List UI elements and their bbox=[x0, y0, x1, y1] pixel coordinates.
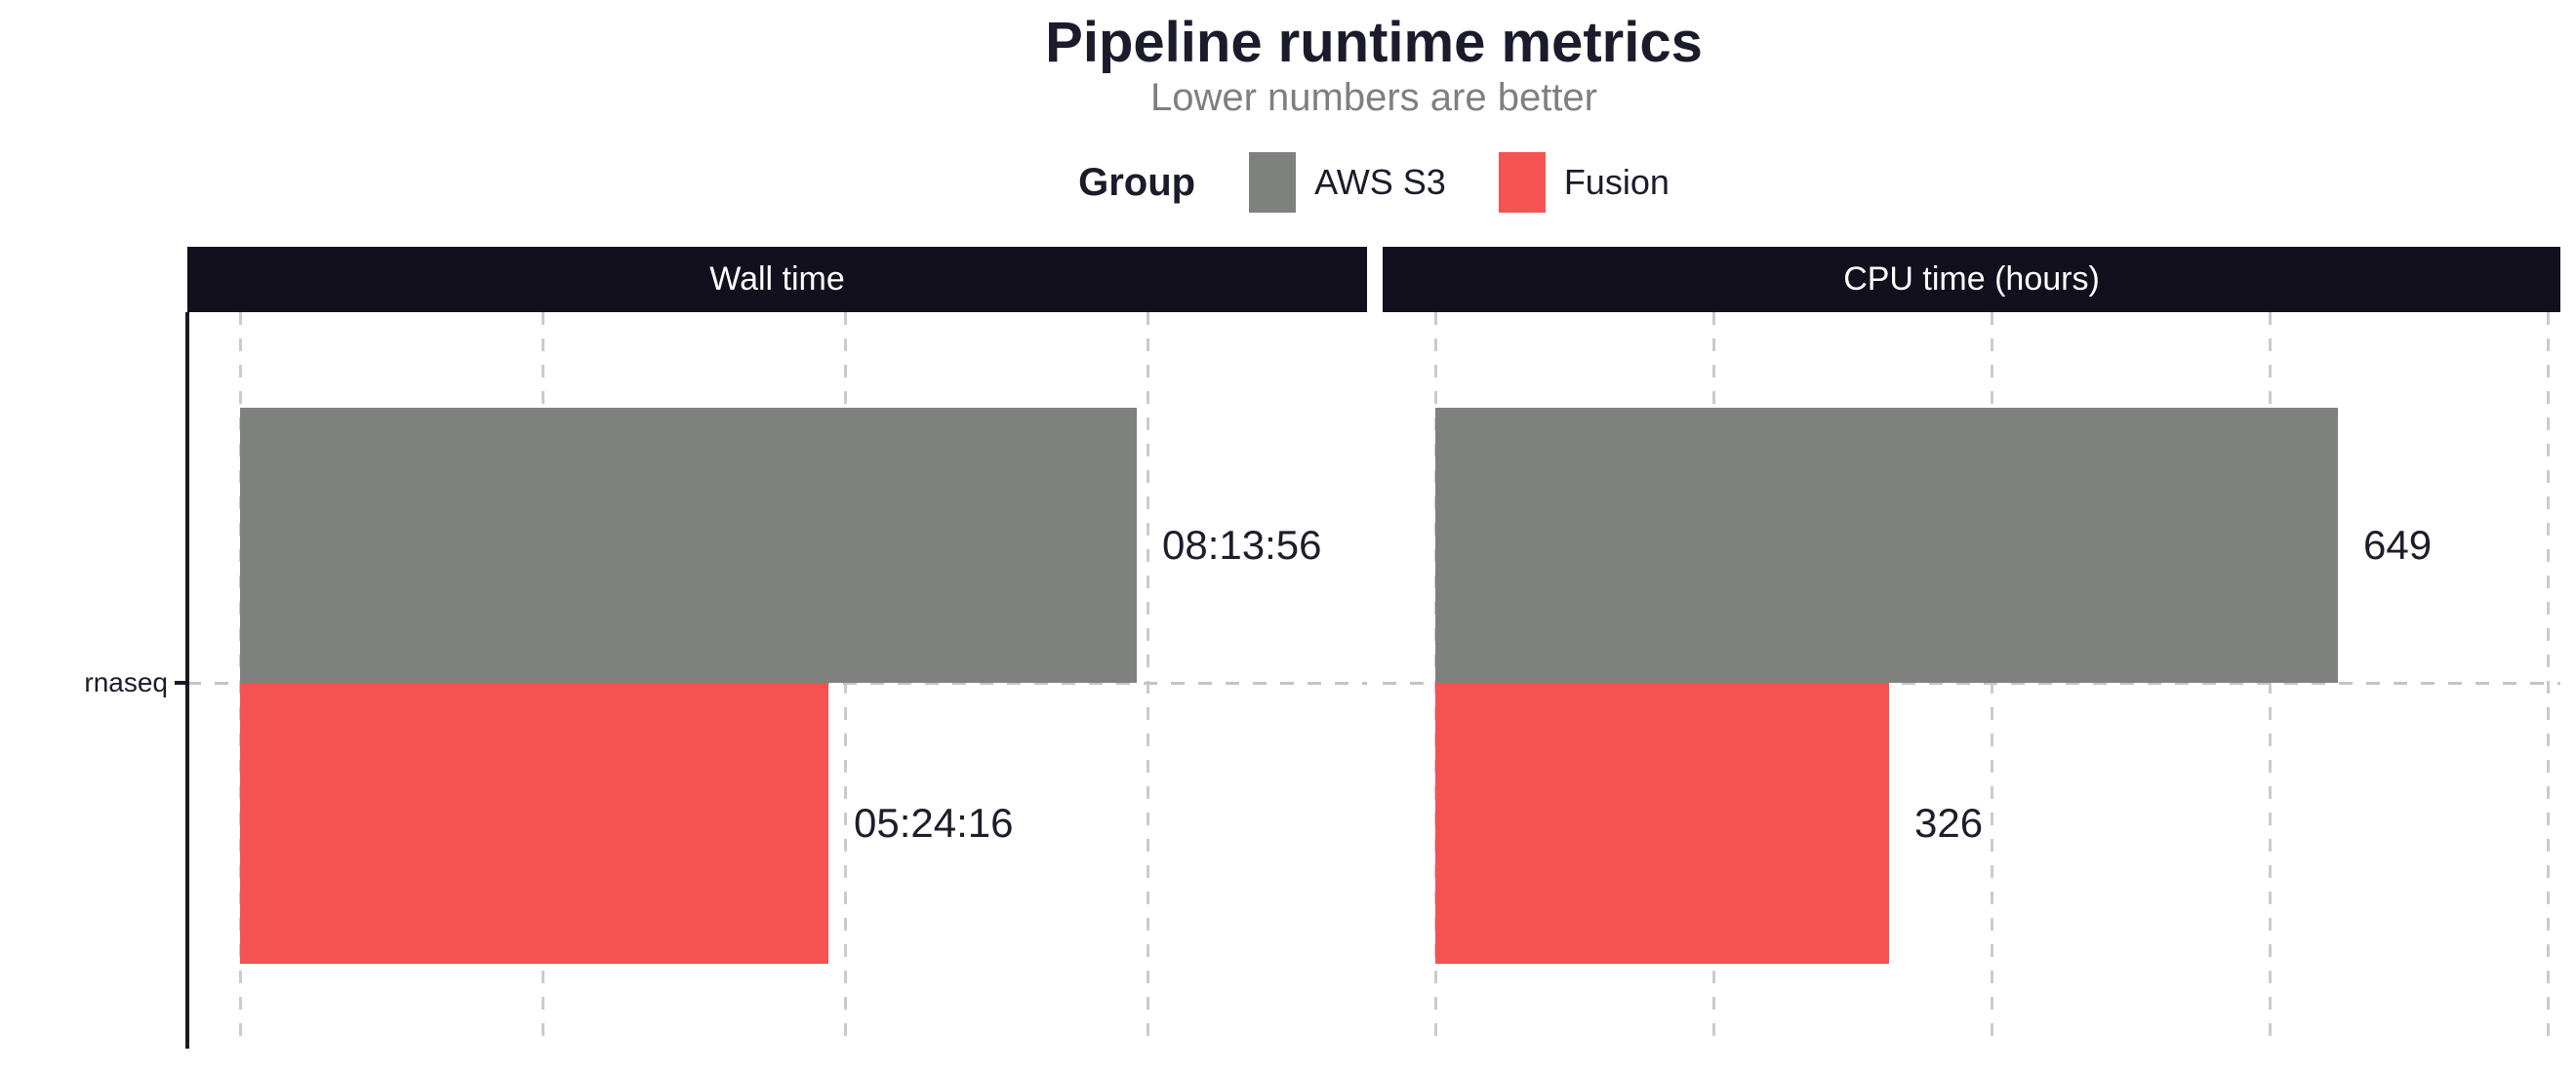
y-axis-line bbox=[185, 312, 189, 1049]
bar-fusion bbox=[1435, 683, 1889, 964]
y-axis-category-label: rnaseq bbox=[84, 667, 168, 697]
legend-title: Group bbox=[1078, 160, 1196, 204]
bar-aws-s3 bbox=[240, 408, 1137, 683]
legend-entry-fusion: Fusion bbox=[1498, 152, 1670, 213]
facet-header-cpu-time: CPU time (hours) bbox=[1383, 247, 2560, 312]
chart-subtitle: Lower numbers are better bbox=[1149, 76, 1597, 119]
bar-value-label: 649 bbox=[2363, 522, 2433, 568]
bar-value-label: 05:24:16 bbox=[854, 800, 1014, 846]
bar-value-label: 326 bbox=[1914, 800, 1984, 846]
chart-title: Pipeline runtime metrics bbox=[1045, 11, 1703, 74]
bar-fusion bbox=[240, 683, 828, 964]
legend-swatch-icon bbox=[1498, 152, 1546, 213]
legend-entry-label: Fusion bbox=[1563, 162, 1670, 202]
category-gridline bbox=[1383, 682, 2560, 685]
bar-value-label: 08:13:56 bbox=[1162, 522, 1322, 568]
facet-body-wall-time: 08:13:56 05:24:16 bbox=[187, 312, 1367, 1049]
bar-aws-s3 bbox=[1435, 408, 2338, 683]
facet-header-wall-time: Wall time bbox=[187, 247, 1367, 312]
facet-panel-cpu-time: CPU time (hours) 649 326 bbox=[1383, 247, 2560, 1049]
legend-entry-label: AWS S3 bbox=[1314, 162, 1446, 202]
legend-entry-aws-s3: AWS S3 bbox=[1249, 152, 1446, 213]
y-axis-tick bbox=[175, 681, 186, 685]
facet-body-cpu-time: 649 326 bbox=[1383, 312, 2560, 1049]
vertical-gridline bbox=[2547, 312, 2550, 1049]
legend-swatch-icon bbox=[1249, 152, 1297, 213]
legend: Group AWS S3 Fusion bbox=[187, 146, 2560, 219]
vertical-gridline bbox=[1147, 312, 1149, 1049]
facet-panel-wall-time: Wall time 08:13:56 05:24:16 bbox=[187, 247, 1367, 1049]
